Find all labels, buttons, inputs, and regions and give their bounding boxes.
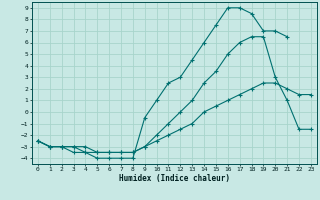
X-axis label: Humidex (Indice chaleur): Humidex (Indice chaleur) <box>119 174 230 183</box>
